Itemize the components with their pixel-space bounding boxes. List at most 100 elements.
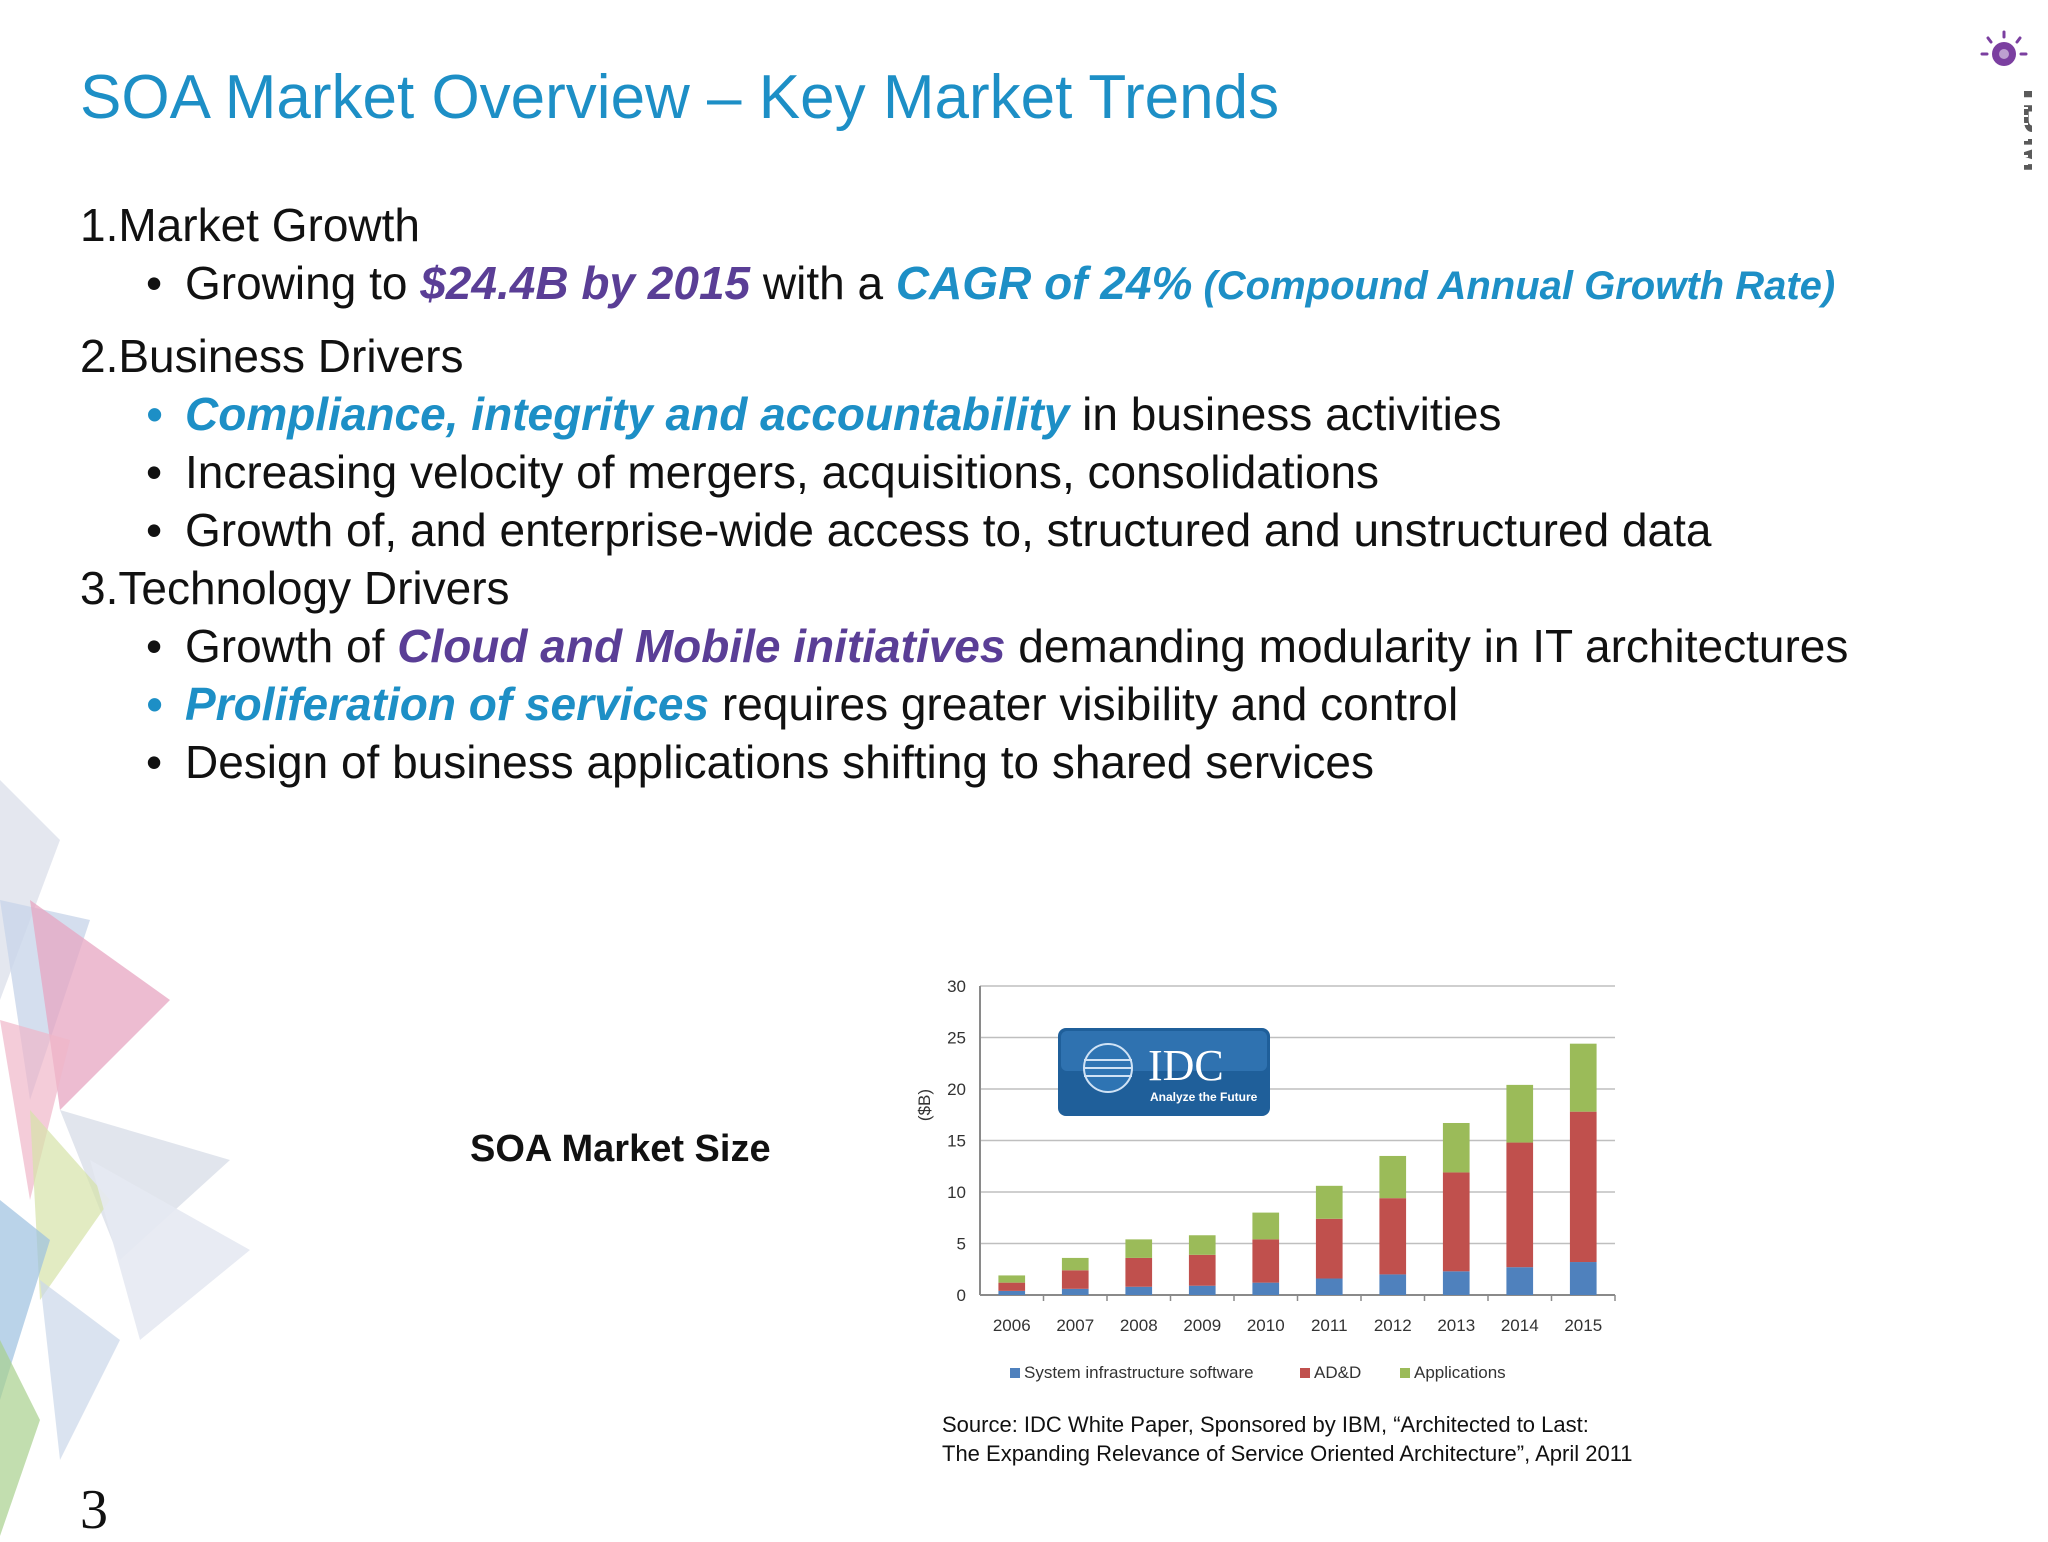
x-tick-label: 2009 [1183, 1316, 1221, 1335]
emphasis-compliance: Compliance, integrity and accountability [185, 388, 1070, 440]
emphasis-cagr: CAGR of 24% [895, 257, 1193, 309]
bullet-item: • Proliferation of services requires grea… [80, 675, 1980, 733]
source-line-2: The Expanding Relevance of Service Orien… [942, 1441, 1633, 1466]
bar-segment [1442, 1271, 1470, 1295]
bullet-item: • Increasing velocity of mergers, acquisi… [80, 443, 1980, 501]
y-tick-label: 5 [957, 1235, 966, 1254]
x-tick-label: 2014 [1501, 1316, 1539, 1335]
y-tick-label: 15 [947, 1132, 966, 1151]
bar-segment [1379, 1198, 1407, 1275]
idc-badge-name: IDC [1148, 1041, 1224, 1090]
bar-segment [1188, 1285, 1216, 1295]
chart-container: 0 5 10 15 20 25 30 ($B) 2006 2007 2008 2009 2010 20… [900, 970, 1660, 1405]
legend-label: Applications [1414, 1363, 1506, 1382]
bar-segment [1061, 1257, 1089, 1271]
idc-globe-icon [1083, 1043, 1133, 1093]
bullet-text: Design of business applications shifting… [185, 736, 1374, 788]
bar-segment [1442, 1122, 1470, 1173]
bar-segment [1315, 1218, 1343, 1279]
x-tick-label: 2015 [1564, 1316, 1602, 1335]
bullet-list-market-growth: • Growing to $24.4B by 2015 with a CAGR o… [80, 254, 1980, 315]
bullet-text: Growing to [185, 257, 421, 309]
bar-segment [1188, 1254, 1216, 1286]
chart-y-tick-labels: 0 5 10 15 20 25 30 [947, 977, 966, 1305]
slide-content: 1.Market Growth • Growing to $24.4B by 20… [80, 196, 1980, 791]
bar-segment [1569, 1043, 1597, 1112]
bar-segment [998, 1275, 1026, 1283]
bar-segment [1506, 1142, 1534, 1268]
idc-badge-tagline: Analyze the Future [1150, 1090, 1258, 1104]
bar-segment [1315, 1278, 1343, 1295]
bar-segment [1442, 1172, 1470, 1272]
bar-segment [1252, 1239, 1280, 1283]
bullet-list-technology-drivers: • Growth of Cloud and Mobile initiatives … [80, 617, 1980, 791]
y-tick-label: 25 [947, 1029, 966, 1048]
chart-legend: System infrastructure software AD&D Applic… [1010, 1363, 1506, 1382]
bar-segment [1506, 1267, 1534, 1295]
chart-caption: SOA Market Size [470, 1128, 771, 1170]
x-tick-label: 2011 [1311, 1316, 1348, 1335]
bullet-text: requires greater visibility and control [709, 678, 1459, 730]
bar-segment [1379, 1274, 1407, 1295]
bullet-text: with a [750, 257, 896, 309]
bar-segment [998, 1290, 1026, 1295]
bullet-marker: • [146, 620, 163, 672]
bullet-item: • Compliance, integrity and accountabilit… [80, 385, 1980, 443]
bullet-marker: • [146, 257, 163, 309]
section-heading-technology-drivers: 3.Technology Drivers [80, 562, 510, 614]
legend-label: System infrastructure software [1024, 1363, 1254, 1382]
emphasis-proliferation: Proliferation of services [185, 678, 710, 730]
bullet-item: • Design of business applications shiftin… [80, 733, 1980, 791]
bullet-list-business-drivers: • Compliance, integrity and accountabilit… [80, 385, 1980, 559]
bar-segment [1125, 1257, 1153, 1287]
bar-segment [1315, 1185, 1343, 1219]
x-tick-label: 2008 [1120, 1316, 1158, 1335]
bullet-text: Growth of, and enterprise-wide access to… [185, 504, 1712, 556]
bar-segment [1061, 1270, 1089, 1289]
x-tick-label: 2012 [1374, 1316, 1412, 1335]
legend-swatch [1010, 1368, 1020, 1378]
bar-segment [1252, 1282, 1280, 1295]
bullet-marker: • [146, 678, 163, 730]
bullet-text: Growth of [185, 620, 398, 672]
bullet-text: Increasing velocity of mergers, acquisit… [185, 446, 1380, 498]
decorative-background [0, 780, 250, 1536]
bar-segment [998, 1282, 1026, 1291]
soa-market-size-chart: 0 5 10 15 20 25 30 ($B) 2006 2007 2008 2009 2010 20… [915, 977, 1616, 1382]
bar-segment [1188, 1235, 1216, 1255]
y-tick-label: 0 [957, 1286, 966, 1305]
bullet-marker: • [146, 446, 163, 498]
x-tick-label: 2006 [993, 1316, 1031, 1335]
bar-segment [1125, 1239, 1153, 1258]
legend-swatch [1400, 1368, 1410, 1378]
ibm-logo: IBM [1980, 30, 2032, 175]
bar-segment [1379, 1155, 1407, 1199]
bullet-item: • Growing to $24.4B by 2015 with a CAGR o… [80, 254, 1980, 315]
x-tick-label: 2007 [1056, 1316, 1094, 1335]
y-tick-label: 30 [947, 977, 966, 996]
section-heading-business-drivers: 2.Business Drivers [80, 330, 464, 382]
legend-swatch [1300, 1368, 1310, 1378]
page-title: SOA Market Overview – Key Market Trends [80, 63, 1280, 132]
bar-segment [1252, 1212, 1280, 1240]
bullet-item: • Growth of Cloud and Mobile initiatives … [80, 617, 1980, 675]
bullet-marker: • [146, 736, 163, 788]
y-tick-label: 20 [947, 1080, 966, 1099]
x-tick-label: 2010 [1247, 1316, 1285, 1335]
source-line-1: Source: IDC White Paper, Sponsored by IB… [942, 1412, 1589, 1437]
emphasis-market-size: $24.4B by 2015 [420, 257, 751, 309]
bar-segment [1125, 1286, 1153, 1295]
x-tick-label: 2013 [1437, 1316, 1475, 1335]
source-citation: Source: IDC White Paper, Sponsored by IB… [942, 1410, 1633, 1468]
bullet-text: in business activities [1069, 388, 1502, 440]
page-number: 3 [80, 1479, 108, 1541]
chart-bars [998, 1043, 1597, 1295]
bar-segment [1506, 1084, 1534, 1143]
bar-segment [1569, 1262, 1597, 1295]
chart-y-axis-label: ($B) [915, 1089, 934, 1121]
bullet-marker: • [146, 388, 163, 440]
bar-segment [1061, 1288, 1089, 1295]
y-tick-label: 10 [947, 1183, 966, 1202]
bar-segment [1569, 1111, 1597, 1263]
idc-badge: IDC Analyze the Future [1058, 1028, 1270, 1116]
